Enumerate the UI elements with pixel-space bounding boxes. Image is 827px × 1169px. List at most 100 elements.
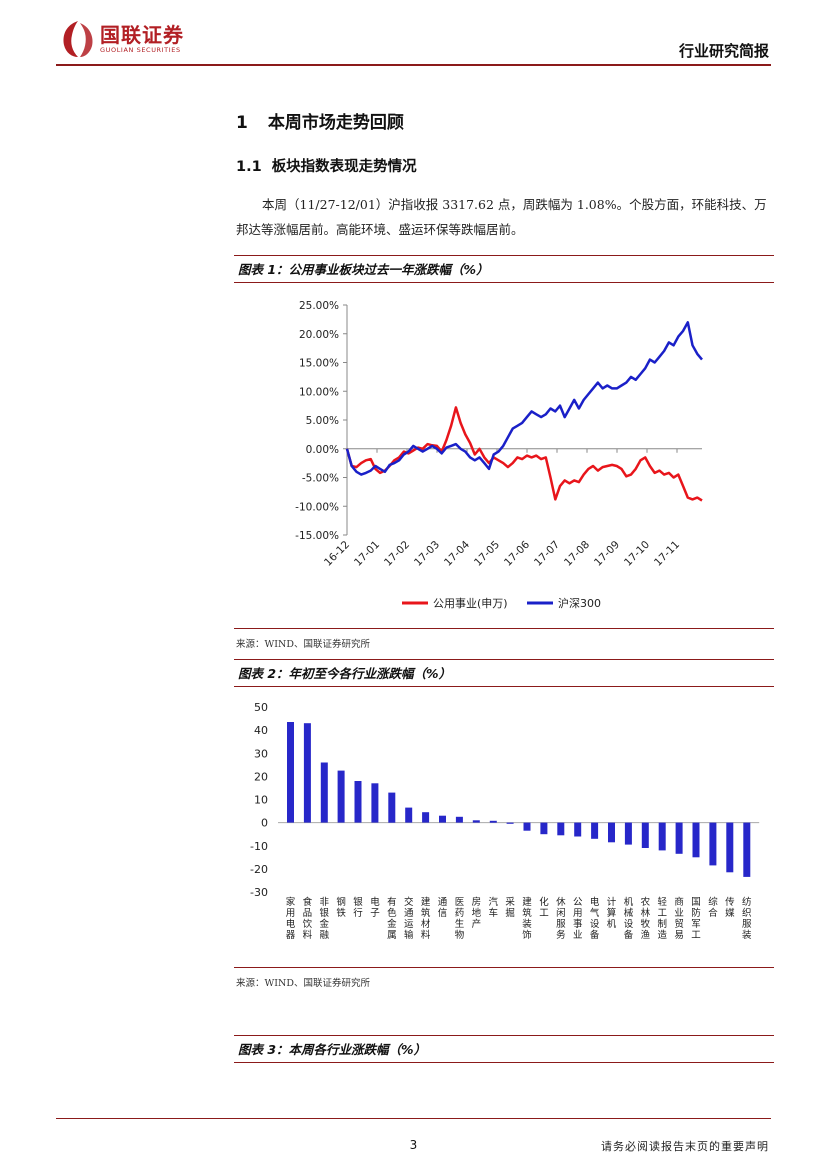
page-number: 3 [409,1138,418,1152]
bar-y-tick-label: -30 [250,886,268,899]
bar [709,822,717,866]
legend-label-1: 公用事业(申万) [433,597,508,610]
figure3-caption: 图表 3：本周各行业涨跌幅（%） [234,1035,774,1063]
bar [743,822,751,877]
y-tick-label: -15.00% [295,530,339,542]
bar [608,822,615,843]
bar [641,822,649,848]
section-number: 1 [236,113,248,133]
bar-category-label: 机械设备 [624,896,634,941]
bar [675,822,683,854]
x-tick-label: 17-03 [412,539,442,569]
bar-y-tick-label: 30 [254,747,268,760]
y-tick-label: 5.00% [306,415,339,427]
footer-rule [56,1118,771,1119]
x-tick-label: 17-08 [562,539,592,569]
bar-category-label: 银行 [353,896,363,919]
bar-category-label: 国防军工 [691,897,701,941]
y-tick-label: -10.00% [295,501,339,513]
footer-disclaimer: 请务必阅读报告末页的重要声明 [601,1140,769,1153]
line-chart-y-ticks: 25.00% 20.00% 15.00% 10.00% 5.00% 0.00% -5.00%… [295,300,347,542]
y-tick-label: 25.00% [299,300,339,312]
section-heading: 1 本周市场走势回顾 [236,108,404,133]
bar-category-label: 医药生物 [455,897,465,941]
bar [287,722,294,823]
bar-category-label: 建筑装饰 [522,896,532,941]
figure2-caption: 图表 2：年初至今各行业涨跌幅（%） [234,659,774,687]
figure1-source-rule [234,628,774,629]
bar-category-label: 电子 [370,896,380,919]
bar [692,822,700,858]
bar [422,812,430,823]
x-tick-label: 17-04 [442,538,472,568]
bar-y-tick-label: 0 [261,817,268,830]
bar-category-label: 房地产 [472,896,482,930]
bar-y-tick-label: 20 [254,770,268,783]
bar-chart-y-ticks: 50 40 30 20 10 0 -10 -20 -30 [250,701,268,899]
figure1-source: 来源：WIND、国联证券研究所 [236,639,370,650]
x-tick-label: 17-07 [532,539,562,569]
bar [591,822,599,839]
bar-category-label: 非银金融 [319,896,329,941]
bar-category-label: 传媒 [725,896,735,919]
subsection-number: 1.1 [236,159,262,175]
bar [523,822,531,831]
bar-y-tick-label: 10 [254,794,268,807]
bar-y-tick-label: -10 [250,840,268,853]
bar-y-tick-label: 40 [254,724,268,737]
bar-category-label: 综合 [708,896,718,919]
logo-english: GUOLIAN SECURITIES [100,46,181,54]
bar-y-tick-label: -20 [250,863,268,876]
document-type: 行业研究简报 [678,42,769,60]
x-tick-label: 17-09 [592,539,622,569]
bar-category-label: 休闲服务 [556,896,566,941]
line-chart-legend: 公用事业(申万) 沪深300 [402,596,601,610]
series-line-2 [345,321,703,476]
x-tick-label: 17-05 [472,539,502,569]
bar [557,822,565,836]
bar-category-label: 钢铁 [336,896,346,919]
x-tick-label: 17-06 [502,538,532,568]
bar-category-label: 农林牧渔 [641,896,651,941]
line-chart: 25.00% 20.00% 15.00% 10.00% 5.00% 0.00% -5.00%… [295,300,703,610]
y-tick-label: 10.00% [299,386,339,398]
bar-category-label: 公用事业 [573,897,583,941]
bar [354,781,362,823]
bar [337,770,345,823]
section-title: 本周市场走势回顾 [267,113,404,133]
bar-category-label: 电气设备 [590,896,600,941]
subsection-title: 板块指数表现走势情况 [271,159,417,175]
bar-category-label: 通信 [438,897,448,919]
bar-category-label: 家用电器 [286,896,296,941]
bar-chart: 50 40 30 20 10 0 -10 -20 -30 家用电器食品饮料非银金融钢铁银行电子有… [250,701,760,941]
line-chart-series [345,321,703,502]
bar-category-label: 有色金属 [387,896,397,941]
logo-chinese: 国联证券 [100,23,184,47]
header-rule [56,64,771,66]
bar-chart-categories: 家用电器食品饮料非银金融钢铁银行电子有色金属交通运输建筑材料通信医药生物房地产汽… [286,896,752,941]
bar [574,822,582,837]
market-summary-paragraph: 本周（11/27-12/01）沪指收报 3317.62 点，周跌幅为 1.08%… [236,197,767,237]
bar [371,783,379,823]
bar [405,807,413,823]
subsection-heading: 1.1 板块指数表现走势情况 [236,155,417,176]
bar [455,816,463,823]
y-tick-label: 15.00% [299,358,339,370]
bar [388,792,396,823]
figure2-source: 来源：WIND、国联证券研究所 [236,978,370,989]
x-tick-label: 17-01 [352,539,382,569]
bar-category-label: 轻工制造 [657,896,667,941]
figure2-source-rule [234,967,774,968]
legend-label-2: 沪深300 [558,596,601,610]
bar-category-label: 采掘 [505,897,515,919]
bar-chart-bars [287,722,751,877]
bar-category-label: 汽车 [488,896,498,919]
bar-category-label: 建筑材料 [421,896,431,941]
x-tick-label: 17-02 [382,539,412,569]
bar [540,822,548,835]
bar [658,822,666,851]
bar-category-label: 计算机 [607,896,617,930]
bar [472,820,480,823]
bar [439,815,446,823]
bar [726,822,734,873]
